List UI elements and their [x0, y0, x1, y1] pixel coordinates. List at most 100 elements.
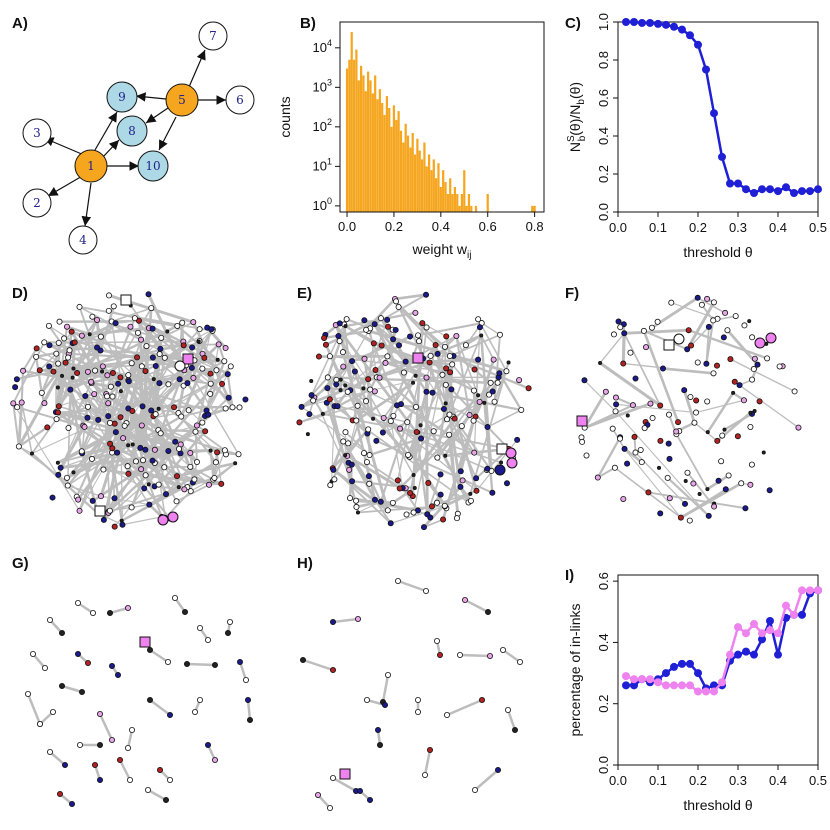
network-node — [440, 516, 447, 523]
y-tick-base: 10 — [313, 198, 327, 213]
data-point-blue — [766, 616, 774, 625]
network-edge — [118, 759, 132, 781]
network-node — [92, 762, 99, 769]
network-edge — [356, 500, 382, 509]
network-node — [643, 344, 650, 351]
network-node — [128, 727, 135, 734]
network-node — [638, 459, 645, 466]
network-node — [109, 737, 116, 744]
network-node — [121, 422, 128, 429]
network-node — [441, 343, 448, 350]
network-node — [579, 438, 586, 445]
network-node — [795, 424, 802, 431]
network-edge — [192, 377, 240, 455]
network-node — [191, 709, 198, 716]
network-node — [617, 435, 624, 442]
network-node — [747, 423, 754, 430]
network-node — [384, 353, 391, 360]
network-node — [356, 788, 363, 795]
network-node — [124, 463, 131, 470]
network-node — [688, 342, 695, 349]
data-point-nodes — [654, 19, 662, 28]
data-point-pink — [678, 681, 686, 690]
network-node — [196, 326, 203, 333]
network-node — [56, 318, 63, 325]
network-edge — [474, 769, 499, 791]
network-node — [742, 505, 749, 512]
network-node — [761, 450, 766, 455]
network-node — [20, 367, 27, 374]
network-edge — [390, 505, 446, 524]
network-node — [138, 466, 145, 473]
network-edge — [144, 474, 163, 518]
network-node — [146, 501, 153, 508]
network-node — [681, 500, 688, 507]
network-node — [366, 797, 373, 804]
plot-frame-i — [617, 574, 819, 766]
data-point-nodes — [694, 40, 702, 49]
network-node — [196, 339, 201, 344]
network-node — [157, 430, 164, 437]
data-point-blue — [662, 669, 670, 678]
network-node — [339, 349, 346, 356]
network-node — [53, 416, 60, 423]
node-7 — [198, 21, 228, 51]
network-edge — [623, 447, 643, 464]
network-node — [437, 471, 444, 478]
network-node — [473, 475, 480, 482]
special-square-node — [496, 443, 508, 455]
network-node — [751, 355, 758, 362]
node-4 — [68, 225, 98, 255]
histogram-bar — [486, 193, 489, 212]
data-point-nodes — [702, 65, 710, 74]
network-node — [620, 495, 627, 502]
histogram-bar — [348, 59, 351, 213]
network-node — [90, 610, 97, 617]
network-node — [718, 458, 725, 465]
data-point-nodes — [790, 189, 798, 197]
network-node — [621, 330, 628, 337]
network-node — [88, 378, 95, 385]
y-label-c-sub: b — [577, 135, 588, 141]
network-node — [305, 432, 310, 437]
network-node — [89, 313, 96, 320]
network-node — [196, 625, 203, 632]
network-node — [184, 380, 191, 387]
network-node — [710, 299, 717, 306]
network-node — [747, 319, 752, 324]
network-edge — [381, 674, 390, 703]
network-node — [660, 365, 667, 372]
histogram-bars — [345, 32, 536, 213]
network-node — [105, 292, 112, 299]
x-tick-label: 0.1 — [649, 220, 667, 235]
network-node — [100, 466, 107, 473]
y-tick-label: 1.0 — [596, 13, 611, 31]
network-node — [50, 709, 57, 716]
network-node — [130, 442, 135, 447]
network-node — [754, 361, 761, 368]
network-node — [299, 657, 306, 664]
network-node — [166, 712, 173, 719]
network-node — [657, 510, 664, 517]
histogram-bar — [345, 68, 349, 213]
network-edge — [39, 353, 57, 371]
network-node — [377, 315, 384, 322]
network-node — [612, 408, 619, 415]
network-edge — [216, 452, 222, 485]
network-node — [179, 319, 186, 326]
x-tick-label: 0.2 — [689, 773, 707, 788]
network-node — [206, 481, 213, 488]
network-node — [434, 350, 441, 357]
panel-label-g: G) — [12, 555, 29, 572]
special-square-node — [576, 415, 588, 427]
histogram-bar — [357, 80, 360, 213]
network-edge — [134, 316, 178, 328]
network-edge — [337, 335, 376, 392]
network-node — [309, 379, 314, 384]
node-1 — [74, 149, 108, 183]
network-node — [214, 449, 221, 456]
network-node — [335, 333, 342, 340]
histogram-bar — [460, 193, 464, 212]
network-node — [55, 339, 62, 346]
network-node — [324, 385, 331, 392]
